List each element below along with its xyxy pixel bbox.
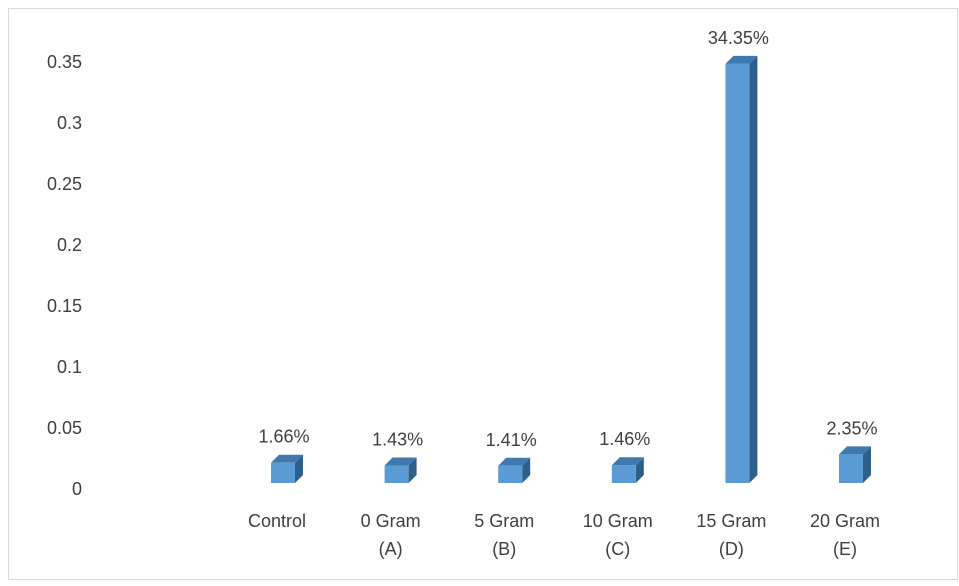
x-tick-label: 0 Gram (A)	[361, 511, 421, 559]
x-axis: Control 0 Gram (A) 5 Gram (B) 10 Gram (C) 15 Gr…	[248, 511, 880, 559]
bar-side	[635, 457, 644, 483]
y-tick-label: 0.35	[47, 52, 82, 72]
bar-side	[295, 454, 303, 483]
y-axis: 0 0.05 0.1 0.15 0.2 0.25 0.3 0.35	[47, 52, 82, 499]
bar-top	[271, 454, 303, 463]
bar-side	[408, 457, 417, 483]
bar	[498, 457, 531, 483]
bar	[611, 457, 644, 483]
x-tick-label: Control	[248, 511, 306, 531]
bar-side	[863, 446, 871, 483]
bar	[839, 446, 871, 483]
bar-front	[384, 465, 409, 483]
y-tick-label: 0.3	[57, 113, 82, 133]
y-tick-label: 0.25	[47, 174, 82, 194]
bar-side	[749, 55, 758, 484]
bar-front	[611, 465, 636, 483]
data-label: 2.35%	[826, 418, 877, 438]
bar-front	[271, 462, 295, 483]
bar-top	[839, 446, 871, 455]
y-tick-label: 0.15	[47, 296, 82, 316]
chart-frame	[8, 8, 958, 580]
bar-front	[498, 465, 523, 483]
data-label: 34.35%	[708, 28, 769, 48]
data-label: 1.43%	[372, 430, 423, 450]
bar	[271, 454, 303, 483]
bars	[271, 55, 871, 484]
x-tick-label: 15 Gram (D)	[696, 511, 766, 559]
data-label: 1.46%	[599, 429, 650, 449]
data-label: 1.66%	[258, 427, 309, 447]
bar	[384, 457, 417, 483]
data-labels: 1.66% 1.43% 1.41% 1.46% 34.35% 2.35%	[258, 28, 877, 450]
y-tick-label: 0.05	[47, 418, 82, 438]
bar-top	[725, 55, 758, 64]
y-tick-label: 0.1	[57, 357, 82, 377]
y-tick-label: 0.2	[57, 235, 82, 255]
bar-front	[839, 454, 863, 483]
bar	[725, 55, 758, 484]
x-tick-label: 10 Gram (C)	[583, 511, 653, 559]
data-label: 1.41%	[486, 430, 537, 450]
bar-front	[725, 63, 750, 484]
bar-top	[384, 457, 417, 466]
bar-top	[611, 457, 644, 466]
bar-top	[498, 457, 531, 466]
y-tick-label: 0	[72, 479, 82, 499]
bar-side	[522, 457, 531, 483]
x-tick-label: 20 Gram (E)	[810, 511, 880, 559]
x-tick-label: 5 Gram (B)	[474, 511, 534, 559]
